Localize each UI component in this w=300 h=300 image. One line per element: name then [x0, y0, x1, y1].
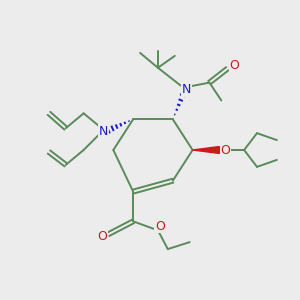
- Text: O: O: [155, 220, 165, 233]
- Text: O: O: [98, 230, 107, 243]
- Text: O: O: [229, 59, 239, 72]
- Text: N: N: [99, 125, 108, 138]
- Polygon shape: [193, 146, 219, 154]
- Text: O: O: [220, 143, 230, 157]
- Text: N: N: [182, 83, 191, 96]
